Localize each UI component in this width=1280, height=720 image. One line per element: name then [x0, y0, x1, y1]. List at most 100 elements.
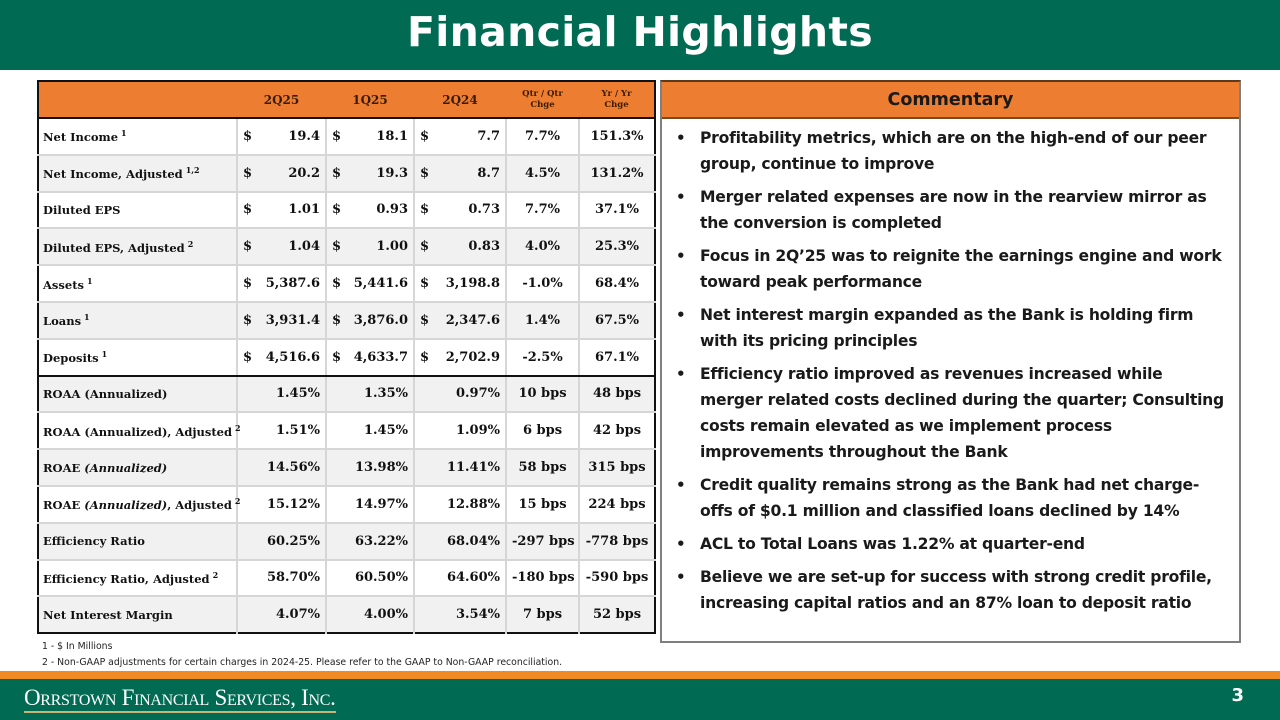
value-cell-q2-25: 58.70%: [237, 559, 327, 598]
commentary-item: • Profitability metrics, which are on the…: [672, 125, 1229, 177]
value-cell-q2-25: $20.2: [237, 154, 327, 193]
commentary-item: • Efficiency ratio improved as revenues i…: [672, 361, 1229, 465]
commentary-item: • Merger related expenses are now in the …: [672, 184, 1229, 236]
row-label-text: ROAA (Annualized): [43, 386, 168, 401]
cell-value: 2,347.6: [445, 312, 500, 328]
value-cell-q2-24: $2,702.9: [414, 338, 507, 377]
row-label-text: Assets: [43, 277, 84, 292]
change-cell-yoy: 151.3%: [579, 118, 655, 156]
table-row: ROAE (Annualized) 14.56% 13.98% 11.41% 58 bp…: [38, 449, 655, 487]
table-row: Net Income 1 $19.4 $18.1 $7.7 7.7% 151.3%: [38, 118, 655, 156]
currency-symbol: $: [420, 202, 430, 218]
change-cell-qoq: 10 bps: [506, 375, 580, 414]
cell-value: 19.3: [376, 165, 408, 181]
row-label-text: Efficiency Ratio, Adjusted: [43, 571, 210, 586]
change-cell-yoy: 48 bps: [579, 375, 655, 414]
value-cell-q1-25: 63.22%: [326, 522, 415, 561]
bullet-icon: •: [676, 535, 686, 553]
row-label-text: Net Income, Adjusted: [43, 167, 183, 182]
cell-value: 4,516.6: [265, 349, 320, 365]
bullet-icon: •: [676, 476, 686, 494]
row-label: Net Income 1: [38, 118, 238, 156]
commentary-item: • Believe we are set-up for success with …: [672, 564, 1229, 616]
change-cell-yoy: 25.3%: [579, 228, 655, 267]
value-cell-q1-25: 14.97%: [326, 485, 415, 524]
change-cell-qoq: 6 bps: [506, 412, 580, 451]
commentary-item: • Net interest margin expanded as the Ban…: [672, 302, 1229, 354]
table-row: Efficiency Ratio, Adjusted 2 58.70% 60.50% 6…: [38, 559, 655, 598]
row-label: ROAE (Annualized), Adjusted 2: [38, 485, 240, 524]
bullet-icon: •: [676, 568, 686, 586]
row-label-text: Efficiency Ratio: [43, 534, 145, 549]
cell-value: 18.1: [376, 128, 408, 144]
column-header-qoq-change: Qtr / Qtr Chge: [506, 81, 579, 119]
bullet-icon: •: [676, 247, 686, 265]
currency-symbol: $: [420, 239, 430, 255]
row-label-text: Net Interest Margin: [43, 607, 173, 622]
value-cell-q2-25: 4.07%: [237, 596, 327, 634]
commentary-text: Net interest margin expanded as the Bank…: [700, 306, 1194, 350]
change-cell-yoy: 131.2%: [579, 154, 655, 193]
row-label: ROAE (Annualized): [38, 449, 238, 487]
value-cell-q1-25: $3,876.0: [326, 301, 415, 340]
currency-symbol: $: [332, 239, 342, 255]
footnote-marker: 1: [84, 312, 90, 323]
bullet-icon: •: [676, 306, 686, 324]
bullet-icon: •: [676, 188, 686, 206]
row-label: Efficiency Ratio, Adjusted 2: [38, 559, 238, 598]
row-label: ROAA (Annualized): [38, 375, 238, 414]
change-cell-qoq: 1.4%: [506, 301, 580, 340]
value-cell-q1-25: 60.50%: [326, 559, 415, 598]
currency-symbol: $: [420, 276, 430, 292]
qoq-header-line2: Chge: [530, 99, 555, 110]
currency-symbol: $: [332, 276, 342, 292]
change-cell-yoy: 67.5%: [579, 301, 655, 340]
footnotes: 1 - $ In Millions 2 - Non-GAAP adjustmen…: [42, 639, 562, 671]
commentary-list: • Profitability metrics, which are on the…: [662, 119, 1239, 616]
value-cell-q2-24: $3,198.8: [414, 265, 507, 303]
row-label: Diluted EPS, Adjusted 2: [38, 228, 238, 267]
cell-value: 1.04: [288, 239, 320, 255]
value-cell-q2-25: $3,931.4: [237, 301, 327, 340]
change-cell-yoy: 52 bps: [579, 596, 655, 634]
currency-symbol: $: [243, 239, 253, 255]
row-label-text: ROAE: [43, 460, 81, 475]
table-row: Loans 1 $3,931.4 $3,876.0 $2,347.6 1.4% 67.5%: [38, 301, 655, 340]
currency-symbol: $: [243, 349, 253, 365]
row-label-text: Diluted EPS: [43, 202, 121, 217]
currency-symbol: $: [243, 202, 253, 218]
currency-symbol: $: [332, 165, 342, 181]
row-label-tail: , Adjusted: [167, 498, 232, 513]
row-label-text: ROAE: [43, 498, 81, 513]
change-cell-qoq: -2.5%: [506, 338, 580, 377]
row-label-text: Loans: [43, 314, 82, 329]
change-cell-yoy: 42 bps: [579, 412, 655, 451]
title-band: Financial Highlights: [0, 0, 1280, 70]
column-header-2q25: 2Q25: [237, 81, 326, 119]
table-row: Assets 1 $5,387.6 $5,441.6 $3,198.8 -1.0% 68.4…: [38, 265, 655, 303]
table-row: ROAE (Annualized), Adjusted 2 15.12% 14.97%…: [38, 485, 655, 524]
change-cell-qoq: 7 bps: [506, 596, 580, 634]
commentary-text: Merger related expenses are now in the r…: [700, 188, 1207, 232]
footnote-marker: 2: [235, 422, 241, 433]
cell-value: 0.93: [376, 202, 408, 218]
table-body: Net Income 1 $19.4 $18.1 $7.7 7.7% 151.3% Net I…: [38, 118, 655, 634]
change-cell-qoq: -1.0%: [506, 265, 580, 303]
row-label-text: Diluted EPS, Adjusted: [43, 240, 185, 255]
cell-value: 8.7: [477, 165, 500, 181]
row-label: ROAA (Annualized), Adjusted 2: [38, 412, 241, 451]
row-label: Assets 1: [38, 265, 238, 303]
change-cell-qoq: 7.7%: [506, 118, 580, 156]
value-cell-q1-25: $1.00: [326, 228, 415, 267]
change-cell-yoy: 67.1%: [579, 338, 655, 377]
currency-symbol: $: [420, 128, 430, 144]
column-header-2q24: 2Q24: [414, 81, 506, 119]
footer-accent-stripe: [0, 671, 1280, 679]
yoy-header-line2: Chge: [604, 99, 629, 110]
yoy-header-line1: Yr / Yr: [601, 88, 632, 99]
change-cell-yoy: -590 bps: [579, 559, 655, 598]
footnote-2: 2 - Non-GAAP adjustments for certain cha…: [42, 657, 563, 668]
table-row: Deposits 1 $4,516.6 $4,633.7 $2,702.9 -2.5% 67…: [38, 338, 655, 377]
value-cell-q2-25: 60.25%: [237, 522, 327, 561]
value-cell-q2-24: 11.41%: [414, 449, 507, 487]
